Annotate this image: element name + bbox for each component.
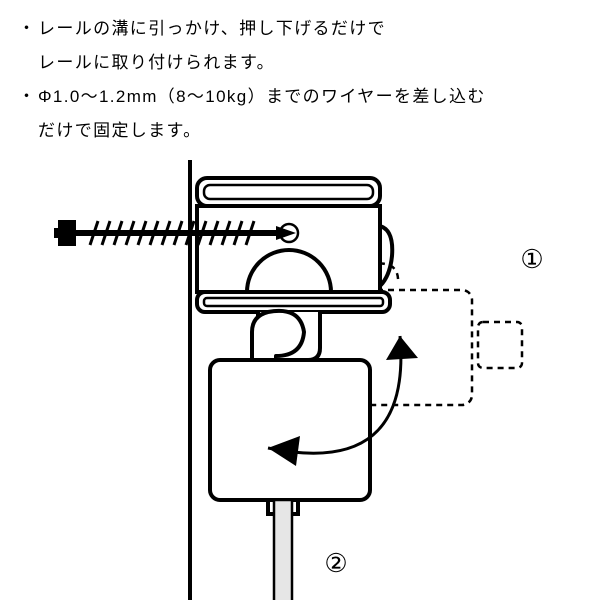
bullet2-line1: Φ1.0〜1.2mm（8〜10kg）までのワイヤーを差し込む: [38, 80, 582, 114]
installation-diagram: ①②: [0, 160, 600, 600]
bullet-list: ・ レールの溝に引っかけ、押し下げるだけで レールに取り付けられます。 ・ Φ1…: [18, 12, 582, 148]
svg-text:②: ②: [324, 548, 347, 578]
bullet2-line2: だけで固定します。: [38, 114, 582, 148]
bullet1-line2: レールに取り付けられます。: [38, 46, 582, 80]
bullet1-line1: レールの溝に引っかけ、押し下げるだけで: [38, 12, 582, 46]
svg-text:①: ①: [520, 244, 543, 274]
bullet-dot: ・: [18, 12, 38, 46]
bullet-dot: ・: [18, 80, 38, 114]
